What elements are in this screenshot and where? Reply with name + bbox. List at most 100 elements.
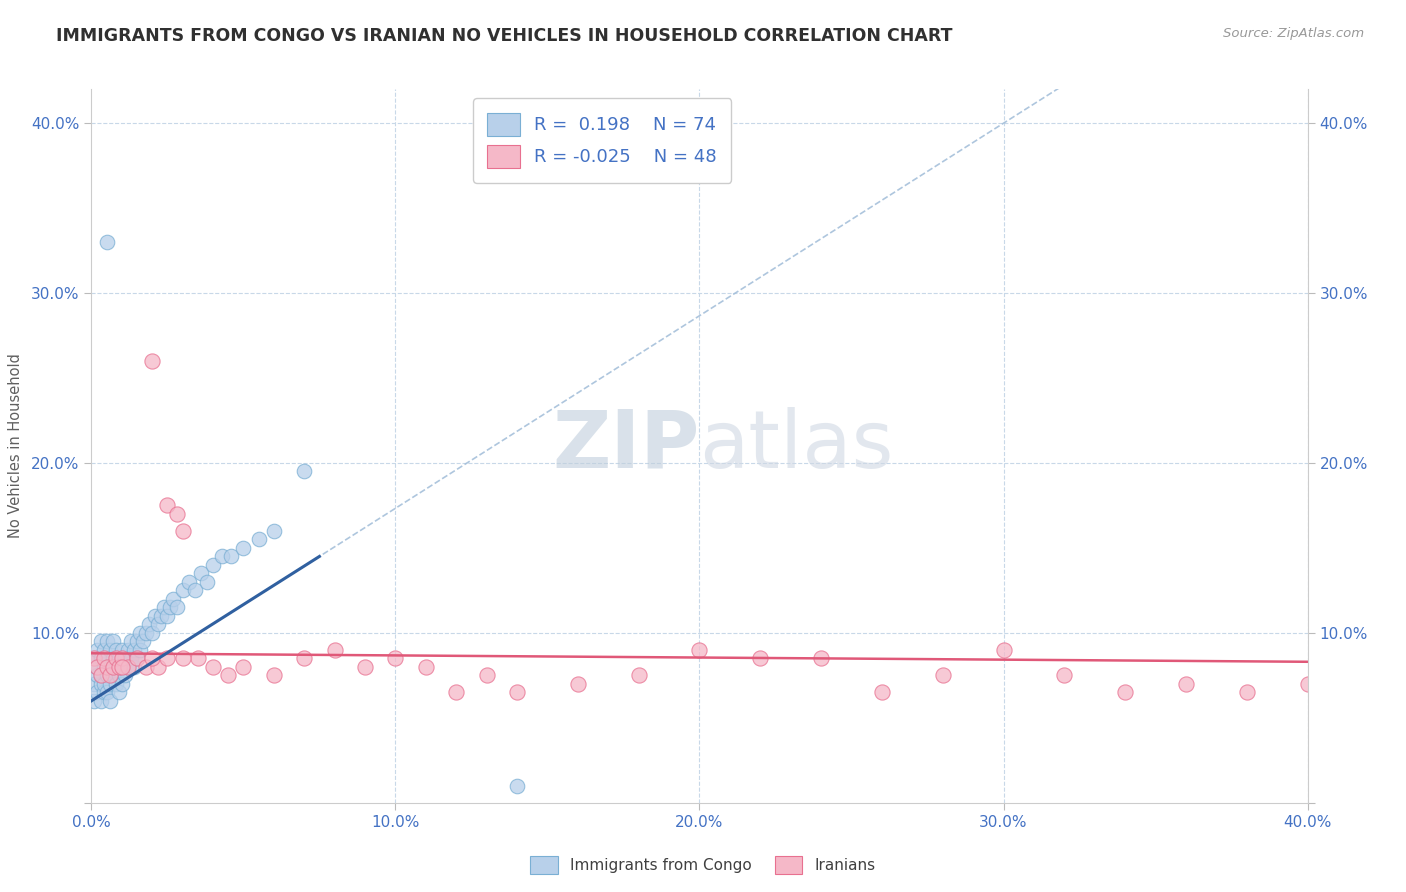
- Point: [120, 651, 142, 665]
- Point: [101, 668, 124, 682]
- Point: [83, 677, 105, 691]
- Point: [114, 651, 136, 665]
- Point: [292, 465, 315, 479]
- Point: [153, 600, 176, 615]
- Point: [810, 651, 832, 665]
- Point: [83, 651, 105, 665]
- Point: [83, 651, 105, 665]
- Point: [98, 643, 121, 657]
- Point: [111, 651, 134, 665]
- Point: [1174, 677, 1197, 691]
- Point: [98, 677, 121, 691]
- Point: [122, 660, 145, 674]
- Point: [107, 668, 129, 682]
- Point: [86, 685, 108, 699]
- Point: [117, 660, 139, 674]
- Point: [195, 574, 218, 589]
- Point: [89, 651, 111, 665]
- Point: [96, 685, 118, 699]
- Point: [184, 583, 207, 598]
- Point: [506, 779, 529, 793]
- Point: [93, 643, 115, 657]
- Point: [98, 694, 121, 708]
- Point: [263, 668, 285, 682]
- Point: [384, 651, 406, 665]
- Point: [1296, 677, 1319, 691]
- Point: [219, 549, 242, 564]
- Point: [263, 524, 285, 538]
- Point: [172, 524, 194, 538]
- Point: [89, 668, 111, 682]
- Legend: R =  0.198    N = 74, R = -0.025    N = 48: R = 0.198 N = 74, R = -0.025 N = 48: [472, 98, 731, 183]
- Point: [1114, 685, 1136, 699]
- Point: [111, 677, 134, 691]
- Point: [138, 617, 160, 632]
- Point: [166, 600, 188, 615]
- Point: [187, 651, 209, 665]
- Point: [93, 660, 115, 674]
- Point: [86, 643, 108, 657]
- Point: [96, 651, 118, 665]
- Point: [202, 558, 225, 572]
- Point: [117, 643, 139, 657]
- Point: [172, 583, 194, 598]
- Point: [135, 626, 157, 640]
- Point: [162, 591, 184, 606]
- Point: [117, 660, 139, 674]
- Point: [86, 660, 108, 674]
- Point: [749, 651, 772, 665]
- Point: [135, 660, 157, 674]
- Point: [122, 643, 145, 657]
- Point: [150, 608, 173, 623]
- Point: [148, 617, 170, 632]
- Point: [104, 677, 127, 691]
- Point: [111, 660, 134, 674]
- Point: [156, 499, 179, 513]
- Point: [107, 651, 129, 665]
- Point: [143, 608, 166, 623]
- Point: [688, 643, 710, 657]
- Point: [96, 660, 118, 674]
- Point: [86, 668, 108, 682]
- Point: [114, 668, 136, 682]
- Point: [129, 643, 152, 657]
- Point: [101, 634, 124, 648]
- Point: [415, 660, 437, 674]
- Point: [125, 651, 148, 665]
- Point: [190, 566, 212, 581]
- Point: [111, 660, 134, 674]
- Point: [870, 685, 893, 699]
- Point: [98, 668, 121, 682]
- Text: atlas: atlas: [699, 407, 894, 485]
- Point: [86, 660, 108, 674]
- Point: [141, 651, 163, 665]
- Text: ZIP: ZIP: [553, 407, 699, 485]
- Point: [132, 634, 155, 648]
- Point: [159, 600, 181, 615]
- Point: [156, 651, 179, 665]
- Point: [172, 651, 194, 665]
- Point: [96, 634, 118, 648]
- Point: [931, 668, 953, 682]
- Text: IMMIGRANTS FROM CONGO VS IRANIAN NO VEHICLES IN HOUSEHOLD CORRELATION CHART: IMMIGRANTS FROM CONGO VS IRANIAN NO VEHI…: [56, 27, 953, 45]
- Point: [83, 694, 105, 708]
- Point: [93, 677, 115, 691]
- Point: [96, 668, 118, 682]
- Point: [292, 651, 315, 665]
- Point: [567, 677, 589, 691]
- Point: [247, 533, 270, 547]
- Point: [177, 574, 200, 589]
- Point: [202, 660, 225, 674]
- Point: [93, 685, 115, 699]
- Point: [141, 626, 163, 640]
- Point: [104, 643, 127, 657]
- Point: [125, 634, 148, 648]
- Point: [89, 677, 111, 691]
- Point: [107, 685, 129, 699]
- Point: [96, 235, 118, 249]
- Point: [107, 660, 129, 674]
- Point: [627, 668, 650, 682]
- Point: [993, 643, 1015, 657]
- Legend: Immigrants from Congo, Iranians: Immigrants from Congo, Iranians: [524, 850, 882, 880]
- Point: [156, 608, 179, 623]
